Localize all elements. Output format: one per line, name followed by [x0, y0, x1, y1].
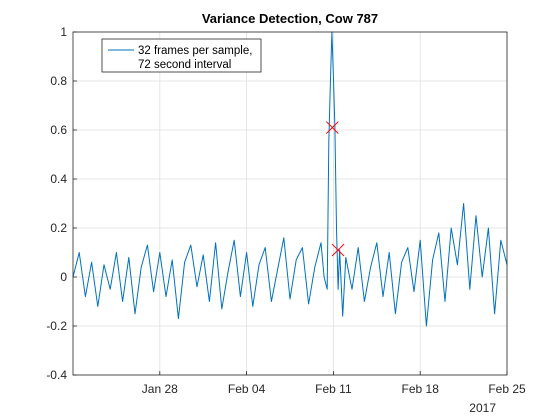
legend: 32 frames per sample, 72 second interval — [101, 38, 262, 73]
x-tick-label: Feb 11 — [315, 382, 352, 396]
x-tick-label: Feb 25 — [488, 382, 526, 396]
y-tick-label: 1 — [60, 25, 67, 39]
y-tick-label: 0.8 — [50, 74, 67, 88]
year-label: 2017 — [469, 401, 496, 415]
legend-entry-line-1: 32 frames per sample, — [138, 45, 252, 57]
x-axis-ticks: Jan 28 Feb 04 Feb 11 Feb 18 Feb 25 — [142, 371, 526, 396]
series-layer — [72, 31, 508, 327]
y-tick-label: 0.4 — [50, 172, 67, 186]
chart-title: Variance Detection, Cow 787 — [202, 11, 378, 26]
y-tick-label: 0.2 — [50, 221, 67, 235]
y-tick-label: 0.6 — [50, 123, 67, 137]
detection-marker — [331, 243, 345, 257]
x-tick-label: Feb 04 — [228, 382, 266, 396]
x-tick-label: Jan 28 — [142, 382, 178, 396]
detection-marker — [326, 121, 339, 134]
y-tick-label: -0.4 — [46, 368, 67, 382]
series-line — [72, 31, 508, 327]
legend-entry-line-2: 72 second interval — [138, 59, 231, 71]
y-tick-label: -0.2 — [46, 319, 67, 333]
plot-frame — [72, 31, 508, 376]
y-axis-ticks: -0.4 -0.2 0 0.2 0.4 0.6 0.8 1 — [46, 25, 77, 382]
plot-area — [73, 32, 507, 375]
y-tick-label: 0 — [60, 270, 67, 284]
marker-layer — [326, 121, 345, 257]
x-tick-label: Feb 18 — [402, 382, 440, 396]
legend-box — [101, 38, 262, 73]
